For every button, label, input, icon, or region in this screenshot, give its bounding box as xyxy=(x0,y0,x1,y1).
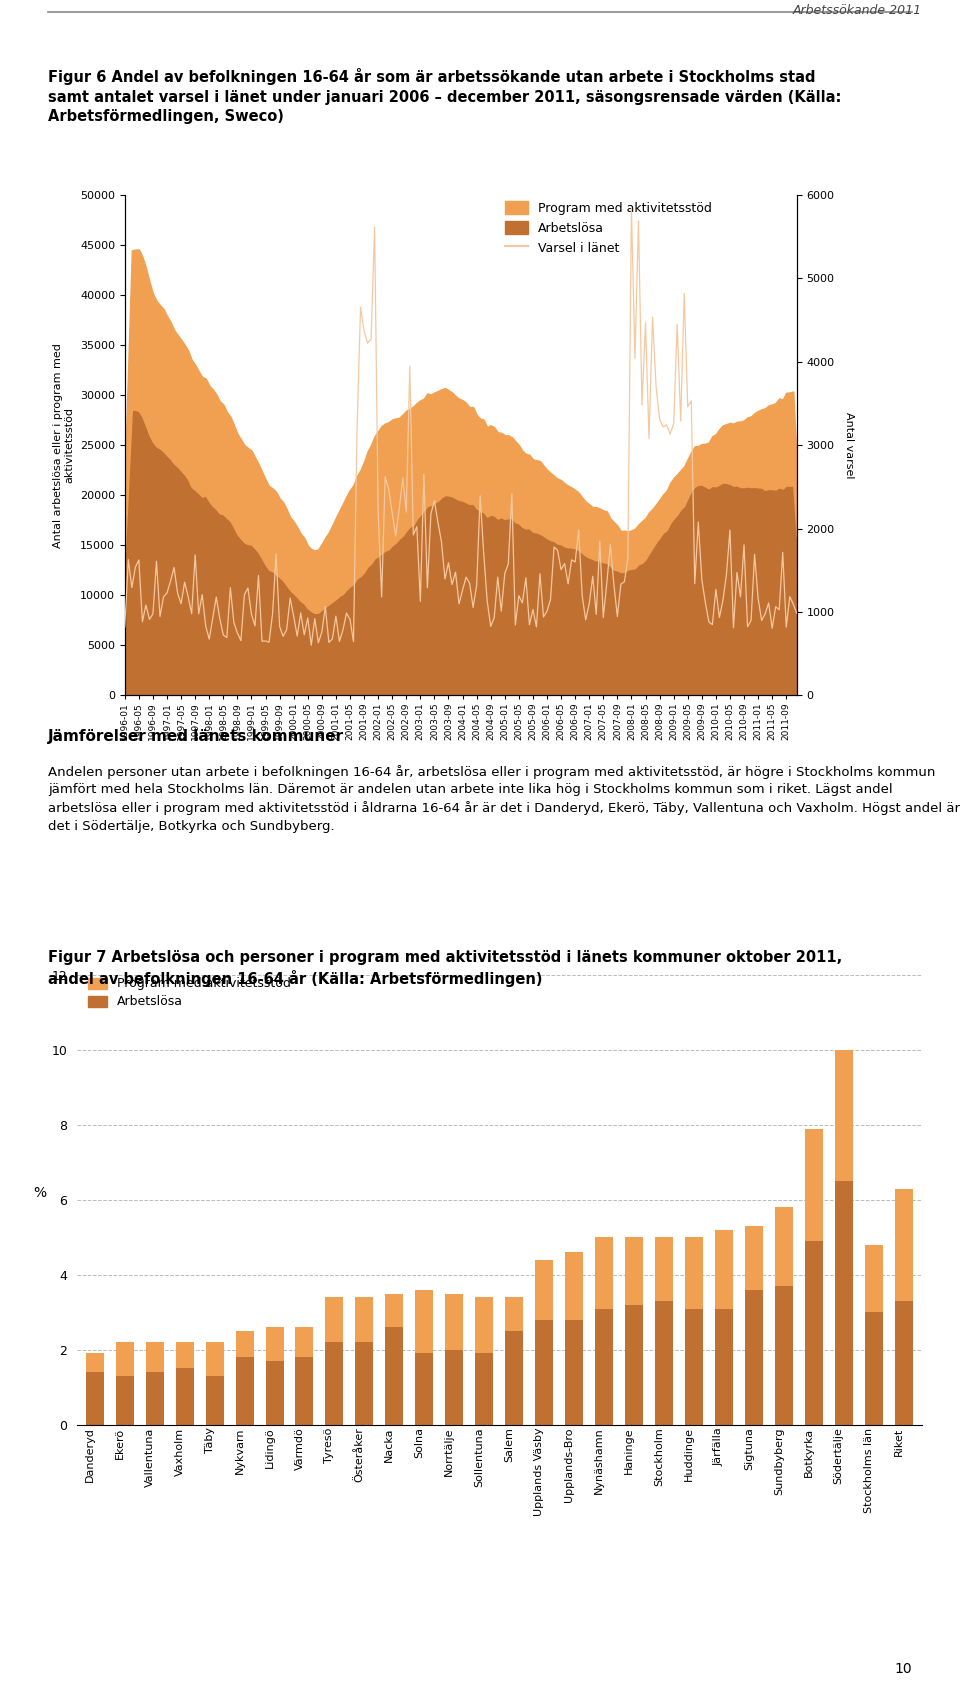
Bar xyxy=(505,1331,523,1425)
Bar xyxy=(176,1369,194,1425)
Bar xyxy=(355,1342,373,1425)
Bar xyxy=(715,1309,732,1425)
Bar xyxy=(85,1372,104,1425)
Bar xyxy=(205,1342,224,1375)
Bar xyxy=(865,1245,882,1313)
Bar xyxy=(416,1353,433,1425)
Bar xyxy=(715,1230,732,1309)
Y-axis label: Antal arbetslösa eller i program med
aktivitetsstöd: Antal arbetslösa eller i program med akt… xyxy=(53,343,74,548)
Bar xyxy=(355,1297,373,1342)
Bar xyxy=(296,1357,314,1425)
Bar xyxy=(266,1328,283,1360)
Text: 10: 10 xyxy=(895,1662,912,1676)
Bar xyxy=(835,1180,852,1425)
Bar xyxy=(385,1294,403,1328)
Bar xyxy=(535,1319,553,1425)
Bar xyxy=(684,1309,703,1425)
Bar xyxy=(745,1226,763,1289)
Bar xyxy=(116,1375,133,1425)
Bar xyxy=(775,1208,793,1286)
Bar xyxy=(475,1297,493,1353)
Bar xyxy=(535,1260,553,1319)
Bar xyxy=(684,1238,703,1309)
Text: Arbetssökande 2011: Arbetssökande 2011 xyxy=(792,5,922,17)
Text: Figur 6 Andel av befolkningen 16-64 år som är arbetssökande utan arbete i Stockh: Figur 6 Andel av befolkningen 16-64 år s… xyxy=(48,68,841,124)
Bar xyxy=(505,1297,523,1331)
Bar xyxy=(146,1372,163,1425)
Y-axis label: Antal varsel: Antal varsel xyxy=(844,412,854,478)
Bar xyxy=(266,1360,283,1425)
Bar xyxy=(416,1289,433,1353)
Bar xyxy=(445,1294,464,1350)
Bar xyxy=(655,1301,673,1425)
Bar xyxy=(475,1353,493,1425)
Text: Jämförelser med länets kommuner: Jämförelser med länets kommuner xyxy=(48,729,344,745)
Bar xyxy=(655,1238,673,1301)
Y-axis label: %: % xyxy=(34,1186,47,1201)
Bar xyxy=(775,1286,793,1425)
Bar xyxy=(835,1050,852,1180)
Text: Andelen personer utan arbete i befolkningen 16-64 år, arbetslösa eller i program: Andelen personer utan arbete i befolknin… xyxy=(48,765,960,833)
Legend: Program med aktivitetsstöd, Arbetslösa: Program med aktivitetsstöd, Arbetslösa xyxy=(84,972,296,1014)
Bar xyxy=(895,1189,913,1301)
Bar xyxy=(625,1304,643,1425)
Bar xyxy=(235,1331,253,1357)
Bar xyxy=(895,1301,913,1425)
Bar xyxy=(235,1357,253,1425)
Bar xyxy=(565,1252,583,1319)
Bar xyxy=(176,1342,194,1369)
Bar xyxy=(595,1309,613,1425)
Bar xyxy=(804,1130,823,1241)
Bar xyxy=(595,1238,613,1309)
Bar xyxy=(565,1319,583,1425)
Bar xyxy=(146,1342,163,1372)
Bar xyxy=(325,1342,344,1425)
Bar xyxy=(205,1375,224,1425)
Bar xyxy=(804,1241,823,1425)
Bar xyxy=(325,1297,344,1342)
Text: Figur 7 Arbetslösa och personer i program med aktivitetsstöd i länets kommuner o: Figur 7 Arbetslösa och personer i progra… xyxy=(48,950,842,987)
Bar xyxy=(625,1238,643,1304)
Bar xyxy=(865,1313,882,1425)
Bar xyxy=(85,1353,104,1372)
Bar xyxy=(116,1342,133,1375)
Legend: Program med aktivitetsstöd, Arbetslösa, Varsel i länet: Program med aktivitetsstöd, Arbetslösa, … xyxy=(506,202,711,254)
Bar xyxy=(296,1328,314,1357)
Bar xyxy=(445,1350,464,1425)
Bar xyxy=(745,1289,763,1425)
Bar xyxy=(385,1328,403,1425)
